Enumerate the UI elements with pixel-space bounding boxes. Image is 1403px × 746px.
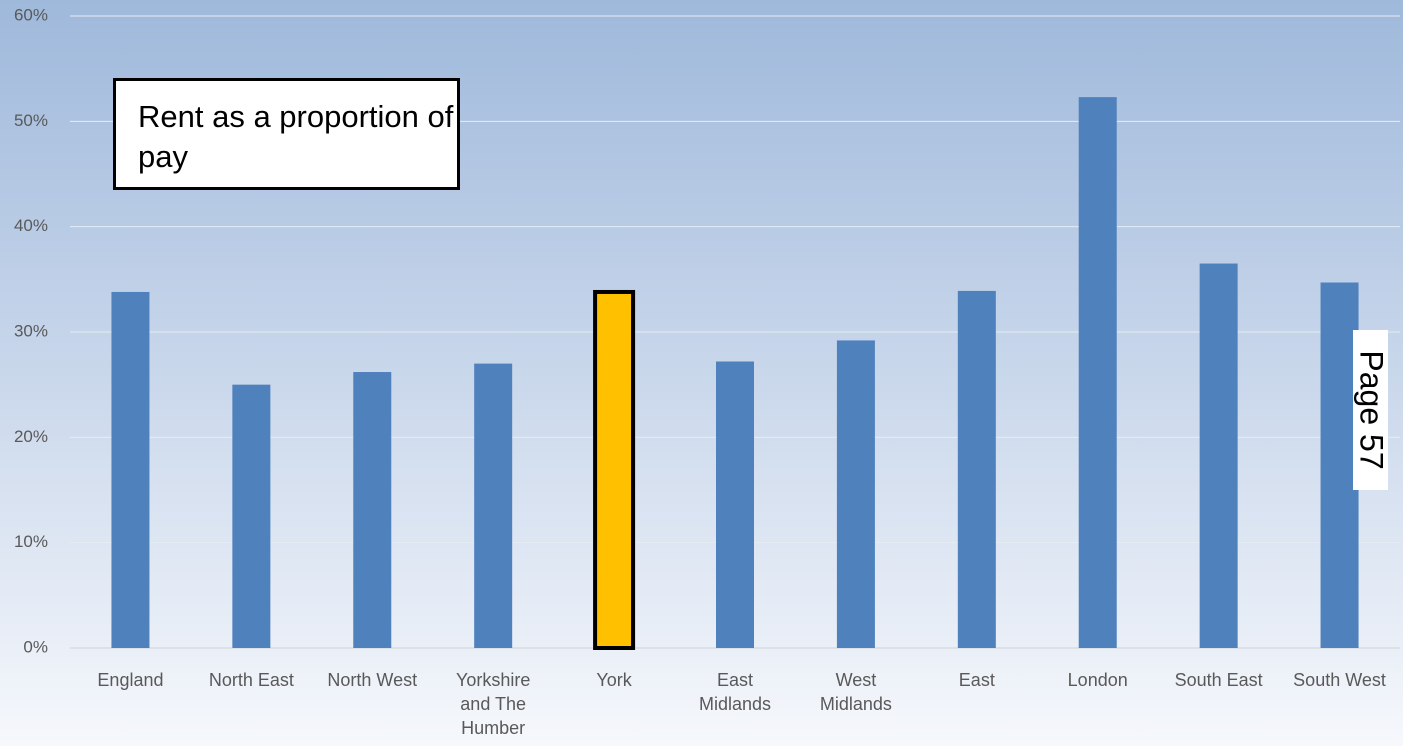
y-tick-label: 50%	[14, 111, 48, 130]
page-label-box: Page 57	[1353, 330, 1389, 490]
bar	[1078, 97, 1117, 648]
bar	[1199, 263, 1238, 648]
y-tick-label: 0%	[23, 637, 48, 656]
bar	[593, 289, 636, 650]
bar	[957, 290, 996, 648]
x-tick-label: Yorkshire and The Humber	[455, 670, 531, 738]
x-tick-label: West Midlands	[819, 670, 892, 714]
bar	[111, 291, 150, 648]
bar	[474, 363, 513, 648]
bar	[353, 372, 392, 648]
x-tick-label: East Midlands	[698, 670, 772, 714]
page-label: Page 57	[1353, 350, 1389, 470]
y-tick-label: 60%	[14, 5, 48, 24]
x-tick-label: London	[1067, 670, 1128, 690]
x-tick-label: East	[958, 670, 995, 690]
x-tick-label: South West	[1293, 670, 1386, 690]
annotation: Rent as a proportion of pay	[113, 78, 460, 190]
bar	[1320, 282, 1359, 648]
y-tick-label: 40%	[14, 216, 48, 235]
x-tick-label: North West	[327, 670, 418, 690]
bar	[836, 340, 875, 648]
x-tick-label: South East	[1174, 670, 1263, 690]
x-tick-label: York	[596, 670, 632, 690]
bar	[232, 384, 271, 648]
x-tick-label: North East	[208, 670, 294, 690]
y-tick-label: 30%	[14, 321, 48, 340]
y-tick-label: 10%	[14, 532, 48, 551]
bar	[716, 361, 754, 648]
y-tick-label: 20%	[14, 427, 48, 446]
x-tick-label: England	[97, 670, 164, 690]
